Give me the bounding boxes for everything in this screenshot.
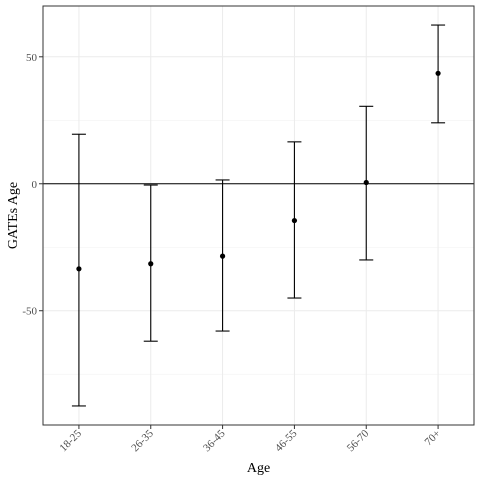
estimate-point	[363, 179, 369, 186]
error-bar-group	[431, 24, 446, 124]
estimate-point	[219, 253, 226, 259]
estimate-point	[148, 261, 154, 267]
y-tick-label: 0	[32, 179, 38, 191]
error-bar-group	[143, 184, 158, 342]
error-bar-group	[359, 105, 374, 261]
error-bar-group	[287, 141, 302, 299]
estimate-point	[291, 217, 298, 224]
y-tick-label: -50	[22, 306, 37, 318]
estimates-series	[71, 24, 446, 407]
estimate-point	[435, 70, 441, 76]
estimate-point	[76, 266, 82, 272]
x-axis-title: Age	[247, 461, 270, 476]
y-tick-label: 50	[26, 52, 38, 64]
error-bar-group	[71, 133, 86, 407]
plot-panel-border	[42, 5, 475, 426]
y-axis-title: GATEs Age	[6, 182, 21, 249]
error-bar-group	[215, 179, 230, 332]
